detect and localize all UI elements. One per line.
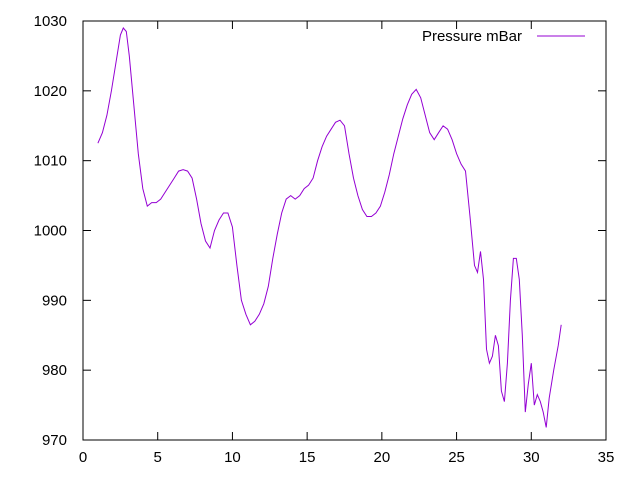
x-tick-label: 35 (598, 449, 615, 466)
x-tick-label: 30 (523, 449, 540, 466)
y-tick-label: 1000 (34, 223, 67, 240)
y-tick-label: 1020 (34, 83, 67, 100)
series-line-pressure (97, 27, 562, 428)
y-tick-label: 1030 (34, 13, 67, 30)
x-tick-label: 0 (79, 449, 87, 466)
y-tick-label: 970 (42, 432, 67, 449)
x-tick-label: 25 (448, 449, 465, 466)
legend-label-pressure: Pressure mBar (422, 28, 522, 45)
x-tick-label: 15 (299, 449, 316, 466)
plot-frame (82, 20, 607, 441)
x-tick-label: 20 (374, 449, 391, 466)
tick-labels: 0 5 10 15 20 25 30 35 970 980 990 1000 1010 1020 1030 (34, 13, 615, 466)
y-tick-label: 990 (42, 292, 67, 309)
x-tick-label: 5 (154, 449, 162, 466)
x-tick-label: 10 (224, 449, 241, 466)
legend: Pressure mBar (422, 28, 585, 45)
tick-marks (82, 20, 607, 441)
y-tick-label: 1010 (34, 153, 67, 170)
y-tick-label: 980 (42, 362, 67, 379)
